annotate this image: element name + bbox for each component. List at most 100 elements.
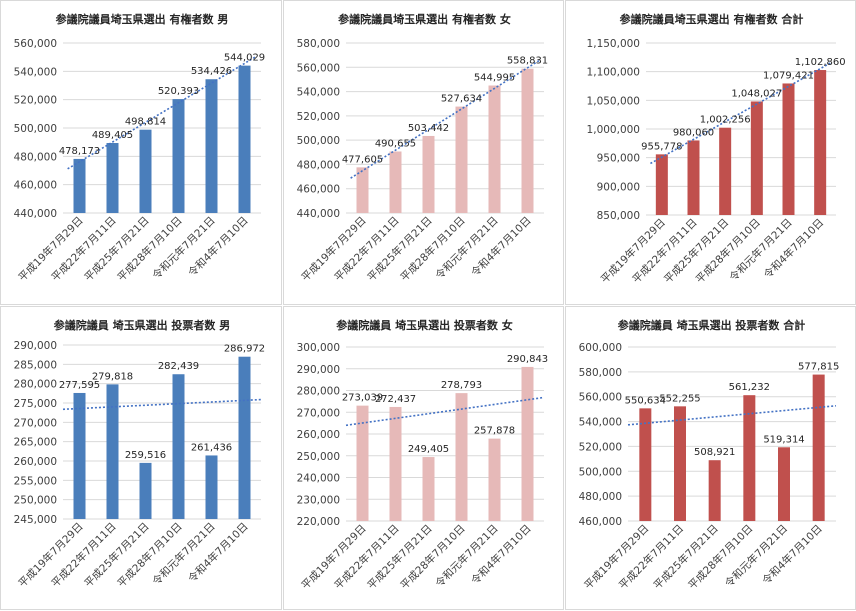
x-tick-label: 平成25年7月21日 <box>651 522 721 592</box>
trendline <box>627 405 837 426</box>
chart-svg: 参議院議員 埼玉県選出 投票者数 女 220,000 230,000 240,000 2… <box>297 318 549 592</box>
y-tick-label: 560,000 <box>14 38 57 50</box>
bar <box>455 106 468 213</box>
y-tick-label: 260,000 <box>297 429 340 441</box>
chart-panel: 参議院議員 埼玉県選出 投票者数 女 220,000 230,000 240,000 2… <box>283 306 564 610</box>
data-label: 272,437 <box>375 394 416 405</box>
bar <box>73 392 86 519</box>
y-tick-label: 460,000 <box>297 184 340 196</box>
bar <box>106 143 119 213</box>
bar <box>422 457 435 521</box>
bar <box>172 374 185 519</box>
y-tick-label: 280,000 <box>297 386 340 398</box>
bar <box>687 140 700 215</box>
y-tick-label: 850,000 <box>597 210 640 222</box>
chart-svg: 参議院議員埼玉県選出 有権者数 合計 850,000 900,000 950,000 1… <box>587 12 846 286</box>
trendline <box>67 55 257 170</box>
bar <box>455 393 468 521</box>
data-label: 273,039 <box>342 393 383 404</box>
data-label: 478,173 <box>59 146 100 157</box>
y-tick-label: 275,000 <box>14 398 57 410</box>
trendline <box>62 398 262 411</box>
y-tick-label: 1,100,000 <box>587 67 640 79</box>
y-tick-label: 1,150,000 <box>587 38 640 50</box>
y-tick-label: 580,000 <box>579 367 622 379</box>
y-tick-label: 1,050,000 <box>587 95 640 107</box>
data-label: 561,232 <box>729 382 770 393</box>
chart-panel: 参議院議員埼玉県選出 有権者数 女 440,000 460,000 480,000 50… <box>283 0 564 305</box>
x-tick-label: 令和元年7月21日 <box>433 522 501 590</box>
bar <box>106 384 119 519</box>
bar <box>639 408 652 521</box>
bar <box>238 356 251 519</box>
y-tick-label: 285,000 <box>14 359 57 371</box>
y-tick-label: 255,000 <box>14 475 57 487</box>
bar <box>708 460 721 521</box>
bar <box>205 79 218 214</box>
y-tick-label: 900,000 <box>597 181 640 193</box>
data-label: 261,436 <box>191 442 232 453</box>
data-label: 278,793 <box>441 380 482 391</box>
chart-panel: 参議院議員 埼玉県選出 投票者数 合計 460,000 480,000 500,000… <box>565 306 856 610</box>
x-tick-label: 令和4年7月10日 <box>468 522 533 587</box>
y-tick-label: 520,000 <box>579 441 622 453</box>
bar <box>488 85 501 213</box>
data-label: 577,815 <box>798 362 839 373</box>
y-tick-label: 540,000 <box>14 66 57 78</box>
data-label: 290,843 <box>507 354 548 365</box>
chart-title: 参議院議員埼玉県選出 有権者数 男 <box>56 12 229 26</box>
y-tick-label: 240,000 <box>297 473 340 485</box>
data-label: 277,595 <box>59 380 100 391</box>
bar <box>356 405 369 521</box>
data-label: 1,079,421 <box>763 70 814 81</box>
data-label: 249,405 <box>408 444 449 455</box>
y-tick-label: 290,000 <box>14 340 57 352</box>
data-label: 544,029 <box>224 53 265 64</box>
trendline <box>350 59 540 179</box>
y-tick-label: 260,000 <box>14 456 57 468</box>
y-tick-label: 280,000 <box>14 379 57 391</box>
data-label: 279,818 <box>92 371 133 382</box>
chart-panel: 参議院議員埼玉県選出 有権者数 合計 850,000 900,000 950,000 1… <box>565 0 856 305</box>
chart-panel: 参議院議員埼玉県選出 有権者数 男 440,000 460,000 480,000 50… <box>0 0 282 305</box>
bar <box>73 158 86 213</box>
chart-svg: 参議院議員埼玉県選出 有権者数 女 440,000 460,000 480,000 50… <box>297 12 549 284</box>
bar <box>521 366 534 521</box>
bar <box>719 127 732 215</box>
bar <box>743 395 756 521</box>
chart-title: 参議院議員 埼玉県選出 投票者数 女 <box>336 318 513 332</box>
bar <box>172 99 185 213</box>
y-tick-label: 480,000 <box>579 491 622 503</box>
y-tick-label: 1,000,000 <box>587 124 640 136</box>
bar <box>750 101 763 215</box>
data-label: 534,426 <box>191 66 232 77</box>
y-tick-label: 245,000 <box>14 514 57 526</box>
y-tick-label: 250,000 <box>297 451 340 463</box>
data-label: 544,995 <box>474 73 515 84</box>
data-label: 520,393 <box>158 86 199 97</box>
x-tick-label: 令和元年7月21日 <box>433 214 501 282</box>
x-tick-label: 平成19年7月29日 <box>582 522 652 592</box>
bar <box>674 406 686 521</box>
y-tick-label: 270,000 <box>297 407 340 419</box>
y-tick-label: 440,000 <box>14 208 57 220</box>
x-tick-label: 平成22年7月11日 <box>616 522 686 592</box>
bar <box>782 83 795 215</box>
data-label: 1,002,256 <box>700 115 751 126</box>
x-tick-label: 平成28年7月10日 <box>686 522 756 592</box>
chart-svg: 参議院議員埼玉県選出 有権者数 男 440,000 460,000 480,000 50… <box>14 12 266 284</box>
x-tick-label: 令和4年7月10日 <box>468 214 533 279</box>
chart-svg: 参議院議員 埼玉県選出 投票者数 合計 460,000 480,000 500,000… <box>579 318 840 592</box>
chart-panel: 参議院議員 埼玉県選出 投票者数 男 245,000 250,000 255,000 2… <box>0 306 282 610</box>
y-tick-label: 500,000 <box>297 135 340 147</box>
y-tick-label: 520,000 <box>297 111 340 123</box>
bar <box>205 455 218 519</box>
x-tick-label: 令和元年7月21日 <box>722 522 790 590</box>
chart-title: 参議院議員埼玉県選出 有権者数 女 <box>338 12 511 26</box>
data-label: 550,634 <box>625 395 666 406</box>
y-tick-label: 440,000 <box>297 208 340 220</box>
data-label: 558,831 <box>507 56 548 67</box>
data-label: 552,255 <box>659 393 700 404</box>
x-tick-label: 令和4年7月10日 <box>185 520 250 585</box>
